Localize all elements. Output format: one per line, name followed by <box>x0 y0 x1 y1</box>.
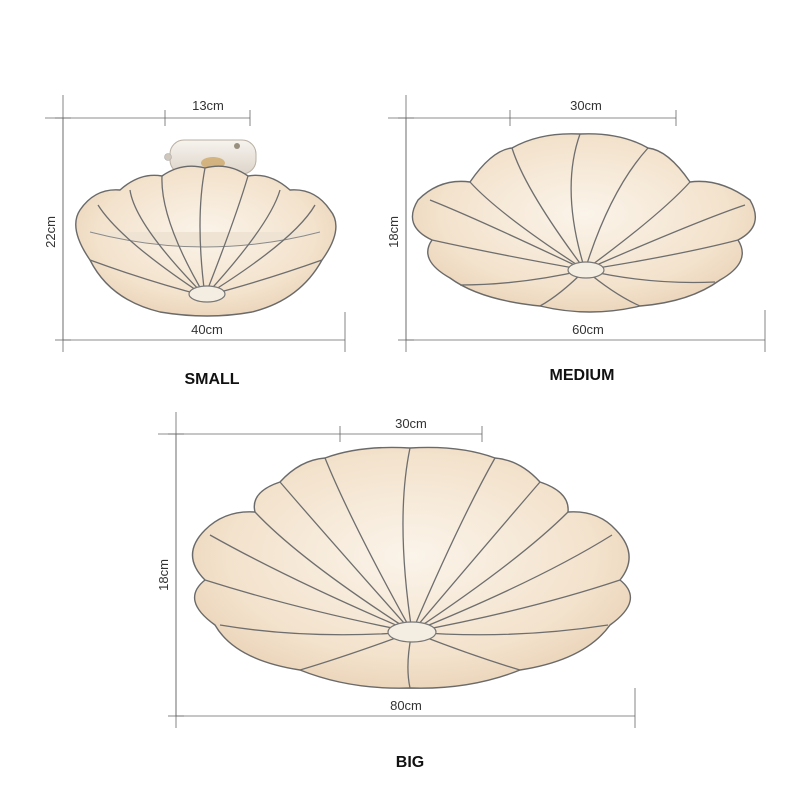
small-height-dimension: 22cm <box>43 117 71 341</box>
small-lamp-shade <box>75 165 337 317</box>
big-height-label: 18cm <box>156 559 171 591</box>
medium-top-width-label: 30cm <box>570 98 602 113</box>
medium-size-label: MEDIUM <box>550 367 615 384</box>
small-height-label: 22cm <box>43 216 58 248</box>
medium-height-label: 18cm <box>386 216 401 248</box>
medium-width-dimension: 60cm <box>406 322 765 341</box>
medium-shade-hub <box>567 261 605 279</box>
small-top-dimension: 13cm <box>164 98 251 126</box>
big-lamp-shade <box>191 446 632 689</box>
big-shade-hub <box>387 621 437 643</box>
medium-top-dimension: 30cm <box>509 98 677 126</box>
medium-height-dimension: 18cm <box>386 117 414 341</box>
small-width-dimension: 40cm <box>63 322 345 341</box>
small-width-label: 40cm <box>191 322 223 337</box>
medium-width-label: 60cm <box>572 322 604 337</box>
big-width-label: 80cm <box>390 698 422 713</box>
small-lamp-group: 13cm 22cm 40cm <box>43 95 346 388</box>
big-size-label: BIG <box>396 754 424 771</box>
big-top-dimension: 30cm <box>339 416 483 442</box>
small-size-label: SMALL <box>184 371 239 388</box>
small-top-width-label: 13cm <box>192 98 224 113</box>
medium-lamp-group: 30cm 18cm 60cm <box>386 95 766 384</box>
big-width-dimension: 80cm <box>176 698 635 717</box>
small-shade-hub <box>188 285 226 303</box>
big-height-dimension: 18cm <box>156 433 184 717</box>
big-lamp-group: 30cm 18cm 80cm <box>156 412 636 771</box>
medium-lamp-shade <box>411 133 757 313</box>
big-top-width-label: 30cm <box>395 416 427 431</box>
